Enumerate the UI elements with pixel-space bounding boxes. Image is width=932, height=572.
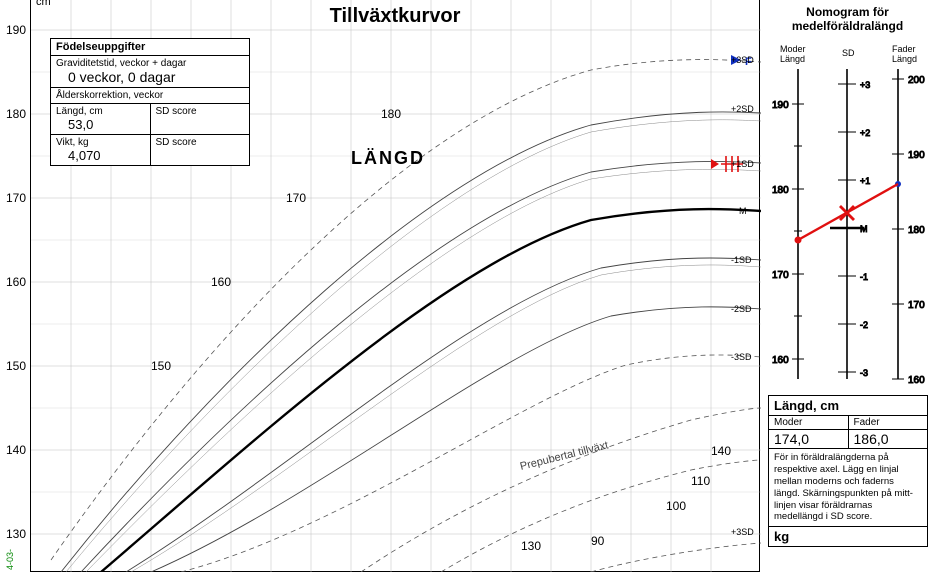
svg-text:Prepubertal tillväxt: Prepubertal tillväxt bbox=[519, 439, 610, 473]
sd-label-2: SD score bbox=[151, 135, 250, 165]
ytick: 170 bbox=[6, 191, 26, 205]
svg-text:Moder: Moder bbox=[780, 44, 806, 54]
ytick: 150 bbox=[6, 359, 26, 373]
svg-text:180: 180 bbox=[381, 107, 401, 121]
nomogram-title-1: Nomogram för bbox=[806, 5, 889, 19]
svg-text:130: 130 bbox=[521, 539, 541, 553]
svg-text:M: M bbox=[860, 224, 868, 234]
svg-text:Längd: Längd bbox=[780, 54, 805, 64]
svg-text:M: M bbox=[739, 206, 747, 216]
svg-text:150: 150 bbox=[151, 359, 171, 373]
parent-heading: Längd, cm bbox=[769, 396, 927, 416]
gest-value: 0 veckor, 0 dagar bbox=[56, 69, 244, 85]
svg-text:Fader: Fader bbox=[892, 44, 916, 54]
svg-text:170: 170 bbox=[772, 270, 789, 281]
ytick: 180 bbox=[6, 107, 26, 121]
svg-text:140: 140 bbox=[711, 444, 731, 458]
svg-text:+3: +3 bbox=[860, 80, 870, 90]
side-meta: den - 2014-03-12 22:12:50 bbox=[0, 467, 2, 562]
svg-text:SD: SD bbox=[842, 48, 855, 58]
svg-text:+1SD: +1SD bbox=[731, 159, 754, 169]
svg-text:+3SD: +3SD bbox=[731, 55, 754, 65]
father-value: 186,0 bbox=[849, 430, 928, 448]
svg-text:160: 160 bbox=[211, 275, 231, 289]
svg-text:-2: -2 bbox=[860, 320, 868, 330]
svg-text:90: 90 bbox=[591, 534, 605, 548]
green-meta: 4-03- bbox=[5, 549, 15, 570]
svg-text:110: 110 bbox=[691, 474, 710, 488]
ytick: 130 bbox=[6, 527, 26, 541]
svg-text:+1: +1 bbox=[860, 176, 870, 186]
svg-text:+2SD: +2SD bbox=[731, 104, 754, 114]
y-unit: cm bbox=[36, 0, 51, 8]
svg-text:-3SD: -3SD bbox=[731, 352, 752, 362]
kg-label: kg bbox=[769, 527, 927, 546]
ytick: 160 bbox=[6, 275, 26, 289]
birth-weight-label: Vikt, kg bbox=[56, 137, 145, 148]
svg-text:170: 170 bbox=[908, 300, 925, 311]
mother-value: 174,0 bbox=[769, 430, 849, 448]
age-corr-label: Ålderskorrektion, veckor bbox=[51, 88, 249, 104]
parent-desc: För in föräldralängderna på respektive a… bbox=[769, 449, 927, 527]
svg-text:200: 200 bbox=[908, 75, 925, 86]
svg-text:Längd: Längd bbox=[892, 54, 917, 64]
birth-info-box: Födelseuppgifter Graviditetstid, veckor … bbox=[50, 38, 250, 166]
birth-length-label: Längd, cm bbox=[56, 106, 145, 117]
svg-text:-3: -3 bbox=[860, 368, 868, 378]
svg-text:+3SD: +3SD bbox=[731, 527, 754, 537]
father-label: Fader bbox=[849, 416, 928, 429]
svg-text:190: 190 bbox=[908, 150, 925, 161]
birth-length-value: 53,0 bbox=[56, 117, 145, 132]
svg-text:-1: -1 bbox=[860, 272, 868, 282]
svg-text:-2SD: -2SD bbox=[731, 304, 752, 314]
birth-weight-value: 4,070 bbox=[56, 148, 145, 163]
svg-text:180: 180 bbox=[908, 225, 925, 236]
sd-label-1: SD score bbox=[151, 104, 250, 134]
length-axis-label: LÄNGD bbox=[351, 148, 425, 169]
ytick: 190 bbox=[6, 23, 26, 37]
nomogram-title-2: medelföräldralängd bbox=[792, 19, 903, 33]
svg-text:160: 160 bbox=[772, 355, 789, 366]
birth-heading: Födelseuppgifter bbox=[51, 39, 249, 56]
svg-text:-1SD: -1SD bbox=[731, 255, 752, 265]
svg-text:+2: +2 bbox=[860, 128, 870, 138]
gest-label: Graviditetstid, veckor + dagar bbox=[56, 58, 244, 69]
mother-label: Moder bbox=[769, 416, 849, 429]
ytick: 140 bbox=[6, 443, 26, 457]
svg-text:170: 170 bbox=[286, 191, 306, 205]
svg-text:180: 180 bbox=[772, 185, 789, 196]
svg-text:160: 160 bbox=[908, 375, 925, 386]
svg-text:100: 100 bbox=[666, 499, 686, 513]
svg-text:190: 190 bbox=[772, 100, 789, 111]
nomogram: Nomogram för medelföräldralängd Moder Lä… bbox=[770, 5, 925, 389]
parent-length-box: Längd, cm Moder Fader 174,0 186,0 För in… bbox=[768, 395, 928, 547]
nomogram-svg: Moder Längd SD Fader Längd 190 180 170 1… bbox=[770, 34, 925, 389]
